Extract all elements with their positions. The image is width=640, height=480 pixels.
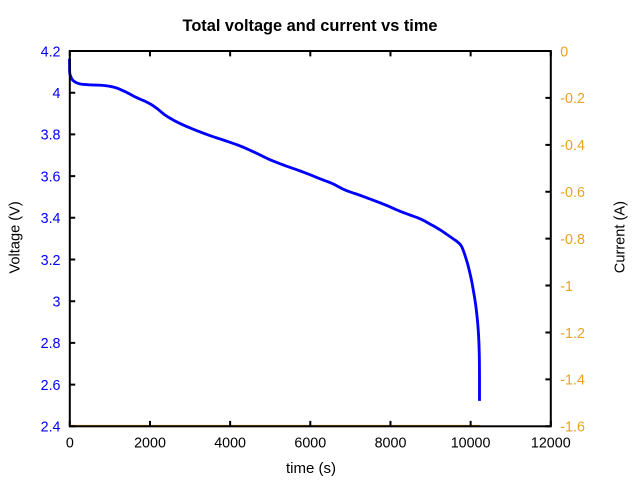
svg-text:4: 4 [53, 86, 61, 102]
svg-text:Current (A): Current (A) [612, 201, 628, 273]
svg-text:2.4: 2.4 [41, 420, 61, 436]
svg-text:time (s): time (s) [286, 460, 336, 477]
svg-text:-0.4: -0.4 [560, 138, 585, 154]
svg-text:3.8: 3.8 [41, 128, 61, 144]
svg-text:Total voltage and current vs t: Total voltage and current vs time [183, 17, 438, 35]
svg-text:-0.2: -0.2 [560, 91, 585, 107]
svg-text:-0.6: -0.6 [560, 185, 585, 201]
svg-text:0: 0 [66, 436, 74, 452]
svg-text:12000: 12000 [531, 436, 571, 452]
svg-text:3.6: 3.6 [41, 169, 61, 185]
svg-text:-1.6: -1.6 [560, 420, 585, 436]
svg-text:-1.2: -1.2 [560, 326, 585, 342]
svg-text:10000: 10000 [451, 436, 491, 452]
svg-text:4.2: 4.2 [41, 44, 61, 60]
svg-text:3.2: 3.2 [41, 253, 61, 269]
svg-text:0: 0 [560, 44, 568, 60]
svg-text:8000: 8000 [375, 436, 407, 452]
svg-text:2.6: 2.6 [41, 378, 61, 394]
svg-text:3: 3 [53, 295, 61, 311]
svg-text:2.8: 2.8 [41, 336, 61, 352]
svg-text:6000: 6000 [294, 436, 326, 452]
svg-text:-1.4: -1.4 [560, 373, 585, 389]
svg-text:3.4: 3.4 [41, 211, 61, 227]
svg-text:4000: 4000 [214, 436, 246, 452]
svg-text:-0.8: -0.8 [560, 232, 585, 248]
svg-text:2000: 2000 [134, 436, 166, 452]
svg-text:Voltage (V): Voltage (V) [8, 201, 24, 273]
svg-text:-1: -1 [560, 279, 573, 295]
